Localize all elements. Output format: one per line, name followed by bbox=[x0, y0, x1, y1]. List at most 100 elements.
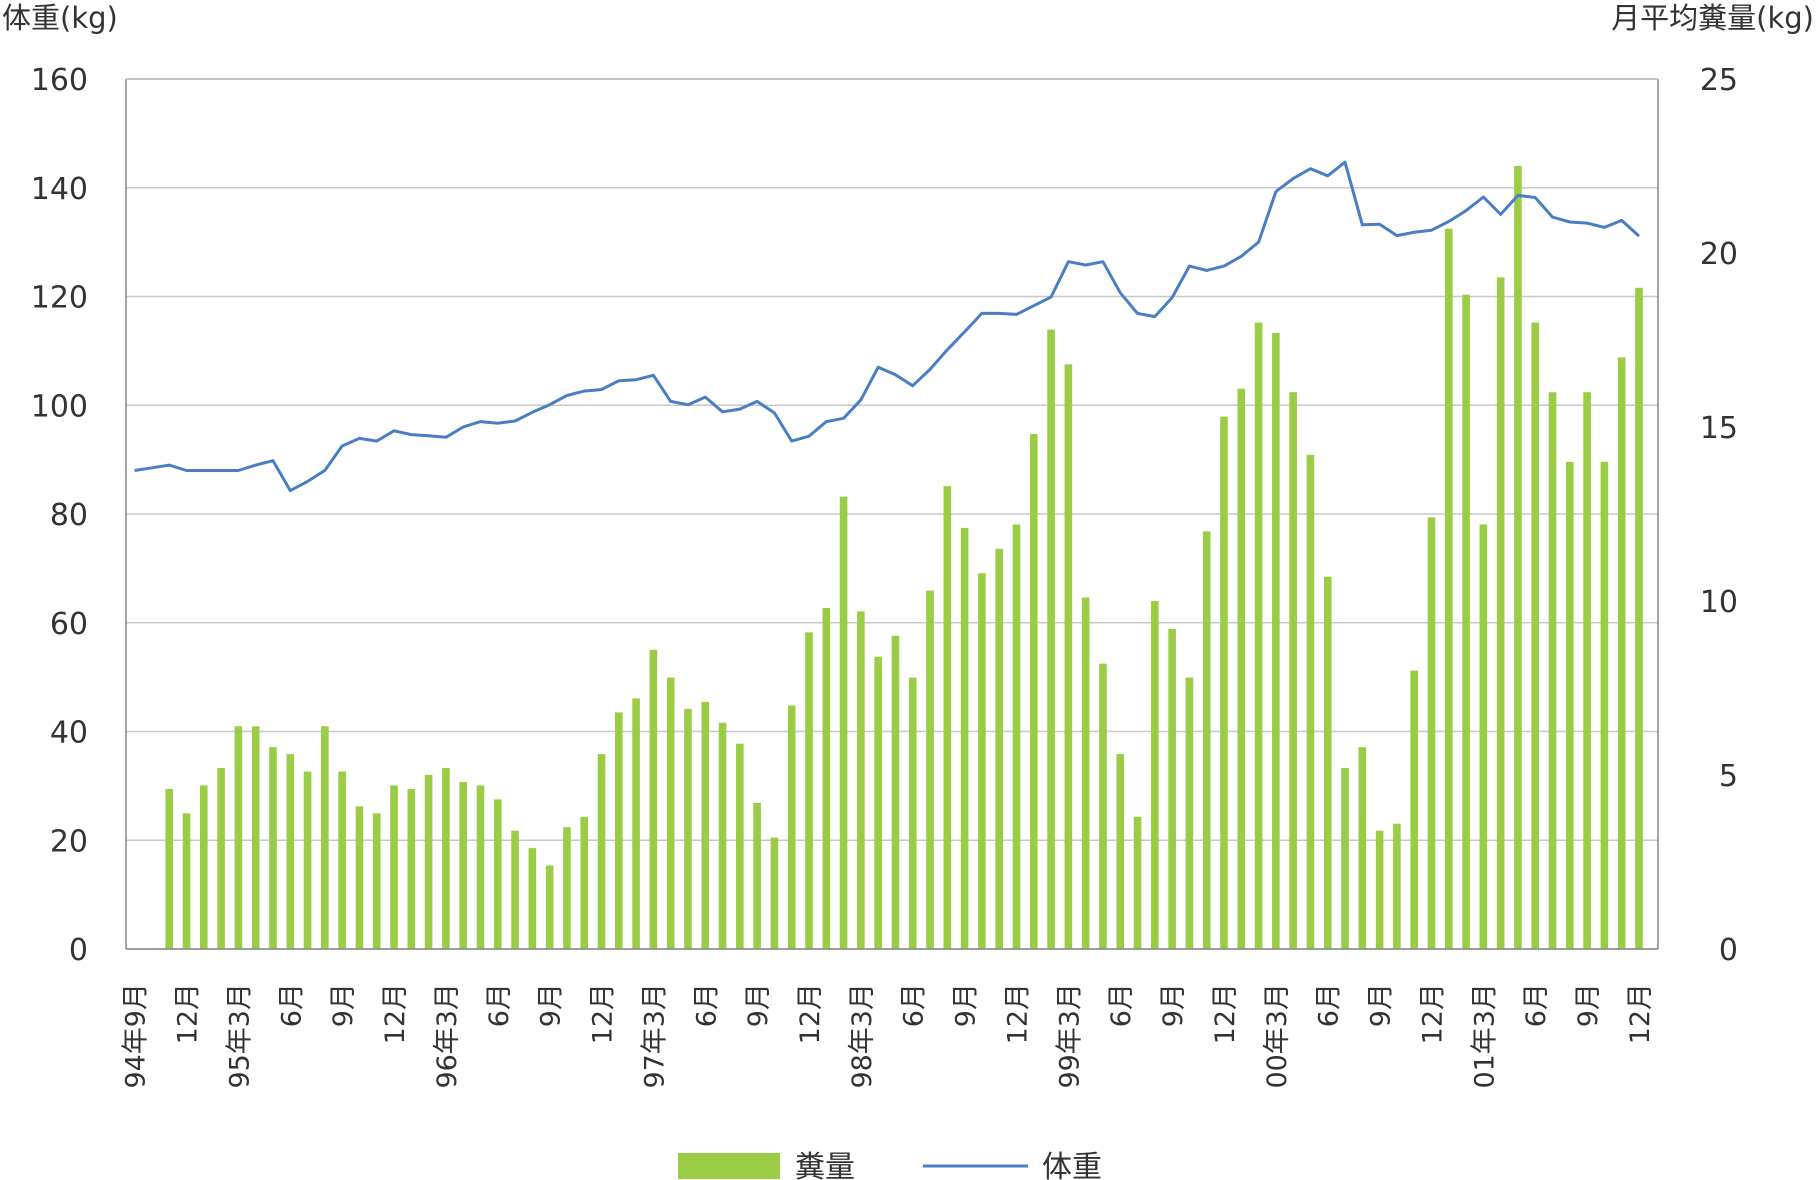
bar bbox=[1566, 461, 1574, 949]
x-tick-label: 9月 bbox=[1158, 983, 1189, 1027]
bar bbox=[666, 677, 675, 949]
x-tick-label: 96年3月 bbox=[432, 983, 463, 1089]
bar bbox=[874, 656, 882, 949]
x-tick-label: 12月 bbox=[1418, 983, 1449, 1044]
x-tick-label: 01年3月 bbox=[1469, 983, 1500, 1089]
bar bbox=[511, 830, 519, 949]
right-tick-label: 20 bbox=[1700, 237, 1738, 272]
bar bbox=[1099, 663, 1107, 949]
bar bbox=[1444, 228, 1453, 949]
bar bbox=[1583, 392, 1591, 949]
x-tick-label: 99年3月 bbox=[1054, 983, 1085, 1089]
bar bbox=[1496, 277, 1505, 949]
bar bbox=[1237, 388, 1246, 950]
left-tick-label: 60 bbox=[50, 607, 88, 642]
bar bbox=[1358, 747, 1367, 949]
bar bbox=[770, 837, 779, 949]
bar bbox=[1116, 754, 1125, 949]
bar bbox=[424, 775, 433, 949]
bar bbox=[459, 781, 467, 949]
bar bbox=[1289, 392, 1297, 949]
bar bbox=[1081, 597, 1090, 949]
bar bbox=[736, 743, 744, 949]
bar bbox=[614, 712, 623, 949]
bar bbox=[1375, 830, 1384, 949]
x-tick-label: 9月 bbox=[951, 983, 982, 1027]
left-tick-label: 0 bbox=[69, 933, 88, 968]
bar bbox=[165, 788, 174, 949]
x-tick-label: 12月 bbox=[795, 983, 826, 1044]
x-tick-label: 6月 bbox=[899, 983, 930, 1027]
bar bbox=[701, 701, 710, 949]
bar bbox=[1133, 816, 1142, 949]
x-tick-label: 12月 bbox=[588, 983, 619, 1044]
bar bbox=[1427, 517, 1436, 949]
left-axis-title: 体重(kg) bbox=[2, 1, 118, 35]
x-tick-label: 94年9月 bbox=[121, 983, 152, 1089]
bar bbox=[269, 747, 277, 949]
x-tick-label: 00年3月 bbox=[1262, 983, 1293, 1089]
x-tick-label: 9月 bbox=[1573, 983, 1604, 1027]
x-tick-label: 12月 bbox=[1625, 983, 1656, 1044]
bar bbox=[338, 771, 346, 949]
bar bbox=[407, 788, 416, 949]
bar bbox=[1185, 677, 1194, 949]
bar bbox=[684, 708, 692, 949]
bar bbox=[787, 705, 796, 949]
left-tick-label: 80 bbox=[50, 498, 88, 533]
bar bbox=[390, 785, 398, 949]
x-tick-label: 6月 bbox=[484, 983, 515, 1027]
bar bbox=[286, 754, 295, 949]
bar bbox=[822, 607, 831, 949]
bar bbox=[1531, 322, 1540, 950]
left-tick-label: 100 bbox=[31, 389, 88, 424]
x-tick-label: 9月 bbox=[1366, 983, 1397, 1027]
bar bbox=[1323, 576, 1332, 949]
bar bbox=[580, 816, 589, 949]
bar bbox=[1202, 531, 1211, 949]
bar bbox=[995, 548, 1004, 949]
weight-line bbox=[134, 160, 1641, 493]
bar bbox=[1254, 322, 1263, 950]
bar bbox=[442, 768, 450, 949]
x-tick-label: 9月 bbox=[328, 983, 359, 1027]
left-tick-label: 140 bbox=[31, 172, 88, 207]
x-tick-label: 6月 bbox=[1314, 983, 1345, 1027]
x-tick-label: 9月 bbox=[743, 983, 774, 1027]
bar-series bbox=[165, 166, 1643, 950]
bar bbox=[182, 813, 191, 949]
bar bbox=[1479, 524, 1488, 949]
legend-label-line: 体重 bbox=[1042, 1150, 1102, 1180]
legend-label-bar: 糞量 bbox=[795, 1150, 855, 1180]
left-tick-label: 160 bbox=[31, 63, 88, 98]
x-tick-label: 6月 bbox=[691, 983, 722, 1027]
bar bbox=[251, 726, 260, 949]
right-tick-label: 10 bbox=[1700, 585, 1738, 620]
bar bbox=[1617, 357, 1626, 949]
line-series bbox=[134, 160, 1641, 493]
bar bbox=[303, 771, 312, 949]
x-tick-label: 12月 bbox=[173, 983, 204, 1044]
bar bbox=[649, 649, 658, 949]
left-axis-ticks: 0 20 40 60 80 100 120 140 160 bbox=[31, 63, 88, 968]
bar bbox=[1047, 329, 1055, 949]
bar bbox=[718, 722, 727, 949]
bar bbox=[1064, 364, 1073, 949]
bar bbox=[563, 827, 571, 949]
bar bbox=[1393, 823, 1401, 949]
bar bbox=[1548, 392, 1557, 949]
bar bbox=[1341, 768, 1349, 949]
bar bbox=[753, 802, 761, 949]
bar bbox=[926, 590, 934, 949]
x-tick-label: 12月 bbox=[1210, 983, 1241, 1044]
bar bbox=[632, 698, 640, 949]
bar bbox=[1600, 461, 1609, 949]
x-tick-label: 6月 bbox=[1106, 983, 1137, 1027]
bar bbox=[1410, 670, 1418, 949]
right-tick-label: 5 bbox=[1719, 759, 1738, 794]
left-tick-label: 120 bbox=[31, 281, 88, 316]
right-axis-title: 月平均糞量(kg) bbox=[1611, 1, 1814, 35]
bar bbox=[372, 813, 381, 949]
x-tick-label: 12月 bbox=[1003, 983, 1034, 1044]
